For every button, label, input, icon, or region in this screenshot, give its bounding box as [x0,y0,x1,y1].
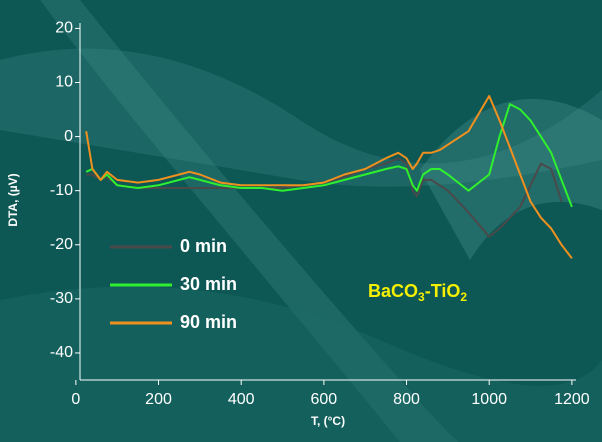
y-axis-title: DTA, (µV) [6,173,20,226]
y-tick-label: -30 [50,290,73,307]
legend-label: 0 min [180,236,227,256]
legend-label: 30 min [180,274,237,294]
bg-shape [0,48,602,187]
y-tick-label: 0 [64,128,73,145]
annotation-part: BaCO [368,281,418,301]
x-tick-label: 0 [71,391,80,408]
x-tick-label: 800 [393,391,420,408]
y-tick-label: -20 [50,236,73,253]
legend-label: 90 min [180,312,237,332]
x-tick-label: 600 [311,391,338,408]
x-tick-label: 1000 [471,391,507,408]
bg-shape [420,98,602,261]
x-tick-label: 200 [145,391,172,408]
annotation-part: -TiO [425,281,461,301]
annotation-sub: 3 [418,290,425,304]
y-tick-label: -40 [50,344,73,361]
y-tick-label: -10 [50,182,73,199]
bg-shape [0,286,602,442]
x-axis-title: T, (°C) [311,414,345,428]
y-tick-label: 10 [55,74,73,91]
x-tick-label: 400 [228,391,255,408]
x-tick-label: 1200 [554,391,590,408]
series-line [85,103,573,208]
annotation-sub: 2 [460,290,467,304]
y-tick-label: 20 [55,20,73,37]
annotation: BaCO3-TiO2 [368,281,467,304]
series-line [85,95,573,259]
series-line [86,157,563,238]
